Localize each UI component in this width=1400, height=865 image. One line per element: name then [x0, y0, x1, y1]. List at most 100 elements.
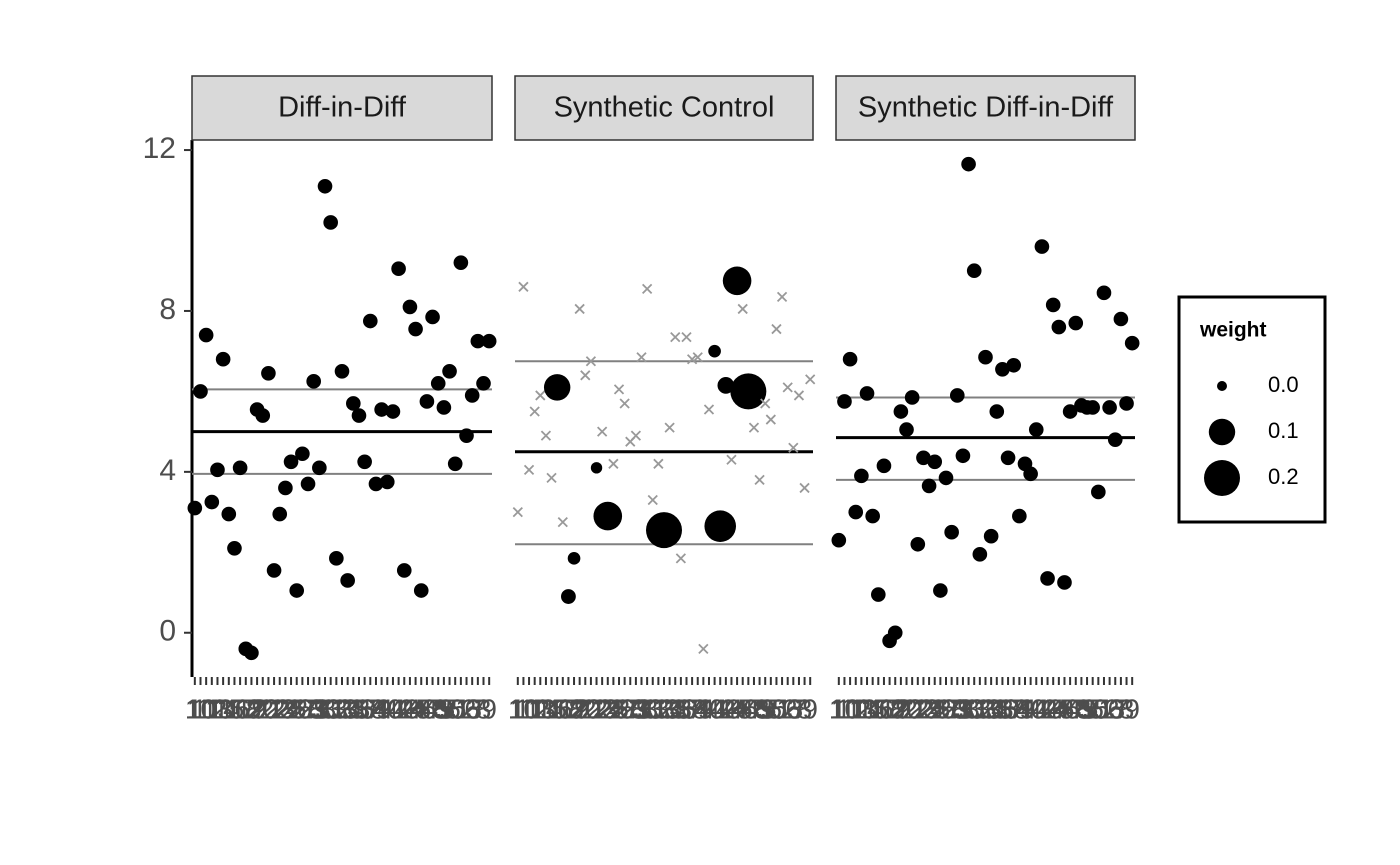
point [346, 396, 361, 411]
point [561, 589, 576, 604]
point [436, 400, 452, 415]
x-tick-label: 26 [281, 693, 312, 724]
x-tick-label: 43 [1032, 693, 1063, 724]
x-tick-label: 48 [417, 693, 448, 724]
point [1034, 239, 1050, 254]
x-tick-label: 44 [1038, 693, 1069, 724]
point [300, 476, 316, 492]
x-tick-label: 38 [355, 693, 386, 724]
x-tick-label: 25 [919, 693, 950, 724]
point [1119, 396, 1134, 411]
zero-weight-point [748, 422, 760, 433]
x-tick-label: 7 [470, 693, 486, 724]
x-tick-label: 10 [829, 693, 860, 724]
x-tick-label: 30 [309, 693, 340, 724]
zero-weight-point [580, 370, 591, 381]
x-tick-label: 4 [696, 693, 712, 724]
y-tick-label: 12 [143, 132, 176, 165]
x-tick-label: 9 [481, 693, 497, 724]
zero-weight-point [799, 482, 810, 494]
x-tick-label: 30 [632, 693, 663, 724]
point [464, 388, 480, 403]
x-tick-label: 8 [1119, 693, 1135, 724]
x-tick-label: 22 [581, 693, 612, 724]
point [1107, 432, 1123, 447]
x-tick-label: 14 [530, 693, 561, 724]
zero-weight-point [805, 374, 816, 385]
x-tick-label: 48 [738, 693, 769, 724]
point [470, 333, 486, 349]
point [379, 474, 395, 490]
point [1085, 400, 1100, 415]
x-tick-label: 44 [394, 693, 425, 724]
point [481, 333, 497, 349]
x-tick-label: 18 [553, 693, 584, 724]
point [1012, 508, 1027, 524]
point [1000, 450, 1016, 466]
zero-weight-point [703, 404, 715, 415]
x-tick-label: 49 [1066, 693, 1097, 724]
x-tick-label: 53 [772, 693, 803, 724]
x-tick-label: 19 [236, 693, 267, 724]
strip-background [835, 75, 1136, 141]
point [442, 363, 457, 379]
point [972, 547, 988, 562]
point [854, 468, 869, 484]
x-tick-label: 36 [665, 693, 696, 724]
zero-weight-point [788, 442, 799, 453]
zero-weight-point [726, 454, 737, 465]
point [717, 377, 735, 394]
point [425, 309, 440, 325]
point [876, 458, 892, 474]
x-tick-label: 4 [374, 693, 390, 724]
x-tick-label: 43 [389, 693, 420, 724]
x-tick-label: 29 [942, 693, 973, 724]
zero-weight-point [546, 472, 557, 484]
x-tick-label: 4 [1017, 693, 1033, 724]
legend-key [1208, 418, 1236, 446]
x-tick-label: 3 [955, 693, 971, 724]
x-tick-label: 35 [338, 693, 369, 724]
x-tick-label: 47 [733, 693, 764, 724]
point [204, 494, 220, 510]
point [842, 351, 858, 367]
point [1057, 575, 1072, 590]
x-tick-label: 28 [615, 693, 646, 724]
x-tick-label: 31 [315, 693, 346, 724]
zero-weight-point [675, 553, 687, 564]
zero-weight-point [776, 291, 788, 303]
x-tick-label: 1 [831, 693, 847, 724]
point [887, 625, 903, 641]
x-tick-label: 2 [572, 693, 588, 724]
zero-weight-point [782, 382, 793, 393]
x-tick-label: 38 [998, 693, 1029, 724]
zero-weight-point [636, 352, 647, 363]
point [966, 263, 982, 279]
x-tick-label: 2 [893, 693, 909, 724]
point [543, 374, 571, 401]
x-tick-label: 50 [434, 693, 465, 724]
legend-label: 0.0 [1268, 372, 1299, 397]
point [859, 386, 875, 401]
x-tick-label: 20 [891, 693, 922, 724]
point [893, 404, 909, 419]
point [413, 583, 429, 598]
zero-weight-point [698, 643, 709, 654]
x-tick-label: 29 [298, 693, 329, 724]
x-tick-label: 30 [953, 693, 984, 724]
zero-weight-point [793, 390, 805, 401]
legend-title: weight [1199, 319, 1267, 342]
legend-label: 0.1 [1268, 418, 1299, 443]
point [704, 510, 737, 542]
point [266, 563, 282, 578]
x-tick-label: 26 [925, 693, 956, 724]
strip-background [514, 75, 814, 141]
point [227, 540, 242, 556]
strip-label: Synthetic Control [554, 92, 775, 124]
zero-weight-point [630, 430, 642, 441]
point [187, 500, 203, 516]
x-tick-label: 37 [671, 693, 702, 724]
x-tick-label: 27 [287, 693, 318, 724]
x-tick-label: 8 [797, 693, 813, 724]
x-tick-label: 15 [213, 693, 244, 724]
